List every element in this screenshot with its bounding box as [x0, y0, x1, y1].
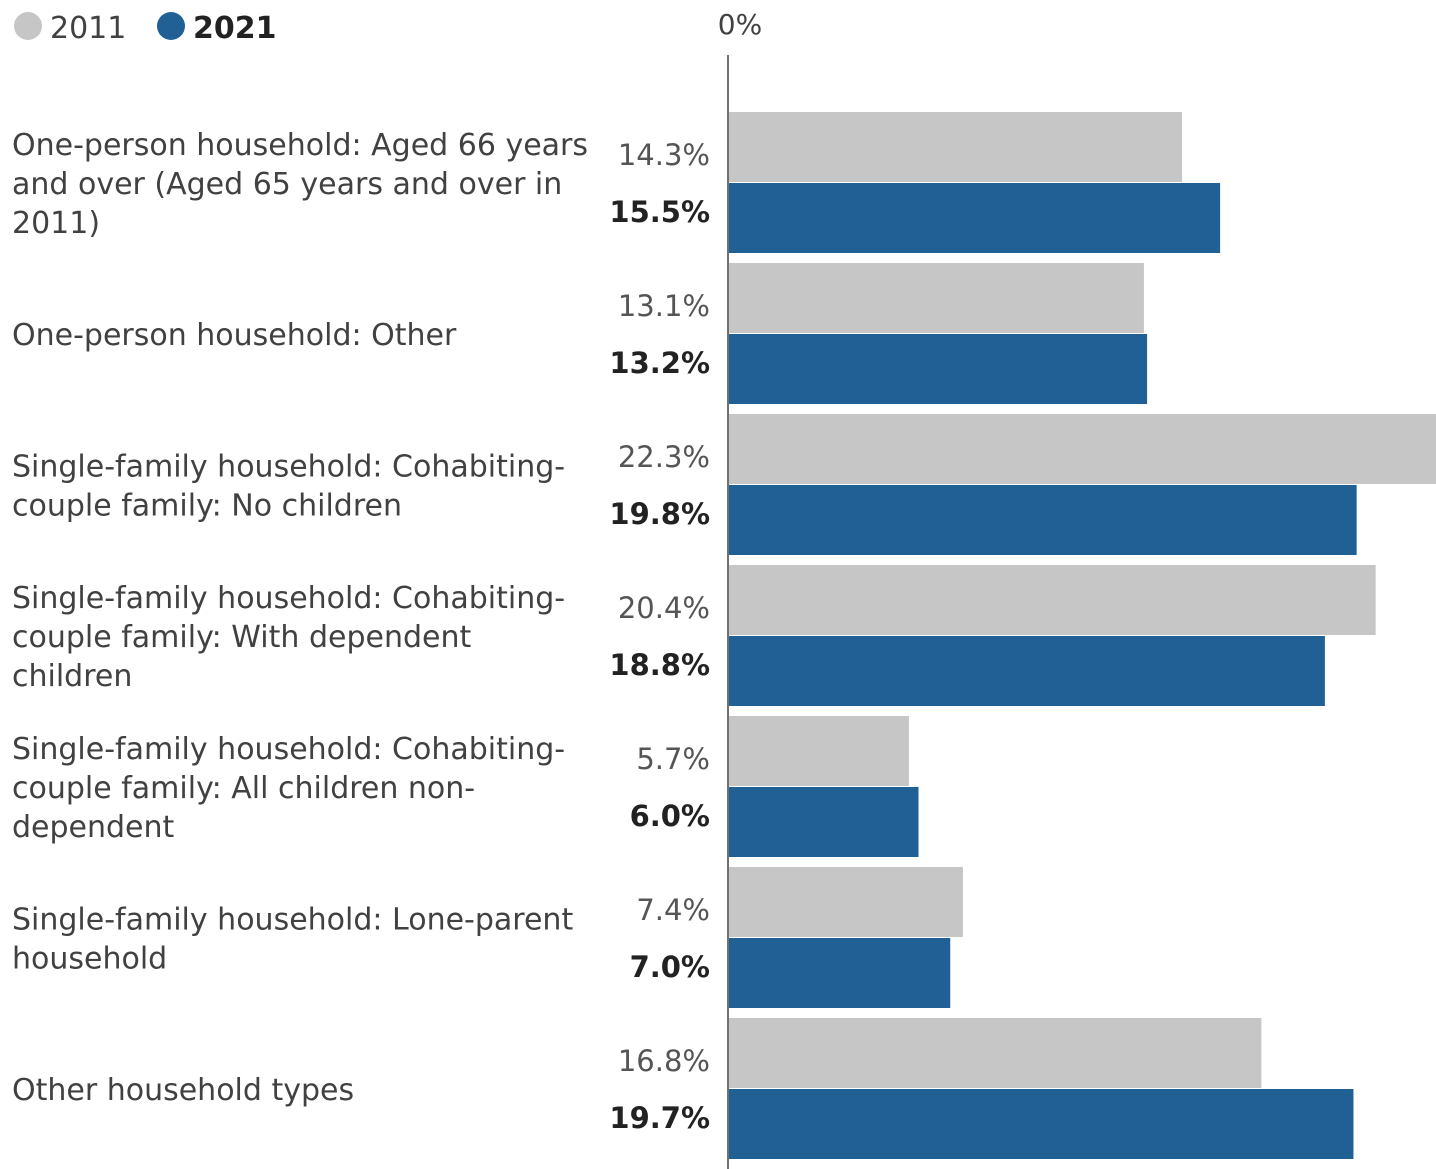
bars: [728, 112, 1436, 1159]
value-label-2011: 20.4%: [618, 591, 710, 625]
category-labels: One-person household: Aged 66 years and o…: [12, 128, 588, 1108]
value-label-2021: 19.8%: [609, 497, 710, 531]
value-label-2021: 19.7%: [609, 1101, 710, 1135]
category-label-line: couple family: No children: [12, 489, 402, 524]
bar-2021: [728, 183, 1221, 253]
category-label-line: household: [12, 942, 167, 977]
value-label-2021: 13.2%: [609, 346, 710, 380]
bar-2011: [728, 716, 909, 786]
category-label-line: children: [12, 659, 132, 694]
category-label-line: 2011): [12, 206, 100, 241]
value-label-2011: 7.4%: [636, 893, 710, 927]
bar-2021: [728, 334, 1148, 404]
legend: 2011 2021: [14, 11, 277, 46]
category-label-line: dependent: [12, 810, 175, 845]
category-label-line: Single-family household: Cohabiting-: [12, 732, 565, 767]
value-label-2021: 6.0%: [630, 799, 710, 833]
value-label-2011: 5.7%: [636, 742, 710, 776]
category-label: Single-family household: Cohabiting-coup…: [12, 581, 565, 694]
category-label: Single-family household: Cohabiting-coup…: [12, 450, 565, 524]
bar-2011: [728, 263, 1144, 333]
category-label: Other household types: [12, 1073, 354, 1108]
bar-2021: [728, 485, 1357, 555]
bar-2021: [728, 1089, 1354, 1159]
legend-label-2021: 2021: [193, 11, 277, 46]
category-label: One-person household: Other: [12, 318, 457, 353]
category-label: Single-family household: Cohabiting-coup…: [12, 732, 565, 845]
value-label-2021: 18.8%: [609, 648, 710, 682]
legend-marker-2011: [14, 12, 42, 40]
x-axis-tick-label: 0%: [718, 8, 762, 41]
bar-2011: [728, 867, 963, 937]
category-label-line: Single-family household: Cohabiting-: [12, 581, 565, 616]
category-label-line: couple family: With dependent: [12, 620, 471, 655]
category-label-line: Single-family household: Cohabiting-: [12, 450, 565, 485]
category-label-line: Other household types: [12, 1073, 354, 1108]
bar-2011: [728, 565, 1376, 635]
category-label: Single-family household: Lone-parent hous…: [12, 903, 573, 977]
value-label-2011: 22.3%: [618, 440, 710, 474]
bar-2021: [728, 938, 951, 1008]
category-label-line: and over (Aged 65 years and over in: [12, 167, 562, 202]
category-label: One-person household: Aged 66 years and o…: [12, 128, 588, 241]
value-label-2011: 16.8%: [618, 1044, 710, 1078]
value-label-2021: 15.5%: [609, 195, 710, 229]
bar-2011: [728, 1018, 1262, 1088]
value-label-2011: 13.1%: [618, 289, 710, 323]
bar-2011: [728, 414, 1436, 484]
legend-marker-2021: [157, 12, 185, 40]
legend-label-2011: 2011: [50, 11, 126, 46]
bar-2021: [728, 787, 919, 857]
bar-2021: [728, 636, 1325, 706]
bar-2011: [728, 112, 1183, 182]
category-label-line: One-person household: Other: [12, 318, 457, 353]
value-label-2011: 14.3%: [618, 138, 710, 172]
category-label-line: One-person household: Aged 66 years: [12, 128, 588, 163]
category-label-line: Single-family household: Lone-parent: [12, 903, 573, 938]
category-label-line: couple family: All children non-: [12, 771, 475, 806]
value-labels: 14.3% 15.5% 13.1% 13.2% 22.3% 19.8% 20.4% 18.8%…: [609, 138, 710, 1135]
value-label-2021: 7.0%: [630, 950, 710, 984]
